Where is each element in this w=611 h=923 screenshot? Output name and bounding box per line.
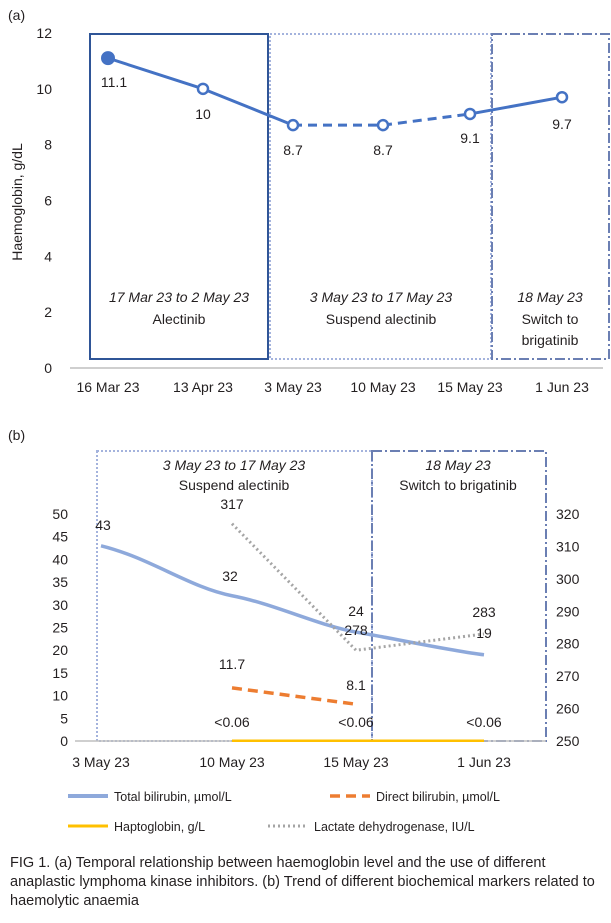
y2-tick-label: 320 xyxy=(556,506,580,522)
x-tick-label: 13 Apr 23 xyxy=(173,379,233,395)
y-tick-label: 8 xyxy=(44,137,52,153)
total-bilirubin-data-label: 19 xyxy=(476,625,492,641)
y-tick-label: 50 xyxy=(52,506,68,522)
y-tick-label: 35 xyxy=(52,574,68,590)
phase-box-alectinib xyxy=(89,33,269,360)
haemoglobin-point xyxy=(463,107,477,121)
haemoglobin-point xyxy=(196,82,210,96)
x-tick-label: 16 Mar 23 xyxy=(76,379,139,395)
y-tick-label: 45 xyxy=(52,529,68,545)
y2-tick-label: 290 xyxy=(556,603,580,619)
y-tick-label: 10 xyxy=(36,81,52,97)
haemoglobin-point xyxy=(376,118,390,132)
panel-b-tick-labels: 0 5 10 15 20 25 30 35 40 45 50 250 260 270 280 290 300 31… xyxy=(52,506,579,770)
panel-a-label: (a) xyxy=(8,7,25,23)
phase-dates-brigatinib: 18 May 23 xyxy=(517,289,583,305)
phase-dates-suspend: 3 May 23 to 17 May 23 xyxy=(310,289,453,305)
y-tick-label: 5 xyxy=(60,710,68,726)
haemoglobin-data-label: 11.1 xyxy=(101,74,127,90)
phase-dates-alectinib: 17 Mar 23 to 2 May 23 xyxy=(109,289,249,305)
y2-tick-label: 280 xyxy=(556,636,580,652)
phase-label-suspend: Suspend alectinib xyxy=(179,477,290,493)
legend-haptoglobin-label: Haptoglobin, g/L xyxy=(114,820,205,834)
y-tick-label: 30 xyxy=(52,597,68,613)
lactate-dehydrogenase-data-label: 283 xyxy=(472,604,496,620)
total-bilirubin-data-label: 24 xyxy=(348,603,364,619)
panel-a-haemoglobin-series: 11.1 10 8.7 8.7 9.1 9.7 xyxy=(101,51,572,158)
total-bilirubin-line xyxy=(100,544,485,657)
lactate-dehydrogenase-data-label: 317 xyxy=(220,496,244,512)
x-tick-label: 1 Jun 23 xyxy=(457,754,511,770)
haemoglobin-data-label: 9.1 xyxy=(460,130,480,146)
y2-tick-label: 300 xyxy=(556,571,580,587)
haptoglobin-data-label: <0.06 xyxy=(338,714,374,730)
haemoglobin-data-label: 8.7 xyxy=(373,142,393,158)
phase-dates-brigatinib: 18 May 23 xyxy=(425,457,491,473)
haemoglobin-point-filled xyxy=(101,51,115,66)
phase-label-brigatinib-line2: brigatinib xyxy=(522,332,579,348)
haemoglobin-data-label: 9.7 xyxy=(552,116,572,132)
y-tick-label: 0 xyxy=(44,360,52,376)
panel-b-legend: Total bilirubin, µmol/L Direct bilirubin,… xyxy=(68,790,500,834)
haemoglobin-segment xyxy=(107,56,204,91)
x-tick-label: 15 May 23 xyxy=(323,754,389,770)
x-tick-label: 15 May 23 xyxy=(437,379,503,395)
haemoglobin-segment-dashed xyxy=(382,112,471,127)
haptoglobin-data-label: <0.06 xyxy=(214,714,250,730)
y2-tick-label: 310 xyxy=(556,538,580,554)
y2-tick-label: 250 xyxy=(556,733,580,749)
haemoglobin-point xyxy=(286,118,300,132)
y-tick-label: 12 xyxy=(36,25,52,41)
haemoglobin-data-label: 8.7 xyxy=(283,142,303,158)
panel-b-label: (b) xyxy=(8,427,25,443)
x-tick-label: 10 May 23 xyxy=(350,379,416,395)
x-tick-label: 3 May 23 xyxy=(264,379,322,395)
panel-a-phase-boxes: 17 Mar 23 to 2 May 23 Alectinib 3 May 23 t… xyxy=(89,33,610,360)
y-tick-label: 15 xyxy=(52,665,68,681)
haemoglobin-data-label: 10 xyxy=(195,106,211,122)
y2-tick-label: 260 xyxy=(556,701,580,717)
legend-total-bilirubin-label: Total bilirubin, µmol/L xyxy=(114,790,232,804)
phase-box-brigatinib xyxy=(371,450,547,742)
figure-caption: FIG 1. (a) Temporal relationship between… xyxy=(10,855,595,909)
phase-label-brigatinib: Switch to xyxy=(522,311,579,327)
direct-bilirubin-line xyxy=(231,686,357,706)
panel-b-series: 43 32 24 19 11.7 8.1 <0.06 <0.06 <0.06 317 278 283 xyxy=(95,496,502,742)
phase-label-alectinib: Alectinib xyxy=(153,311,206,327)
y2-tick-label: 270 xyxy=(556,668,580,684)
x-tick-label: 10 May 23 xyxy=(199,754,265,770)
y-tick-label: 6 xyxy=(44,193,52,209)
y-tick-label: 25 xyxy=(52,620,68,636)
direct-bilirubin-data-label: 8.1 xyxy=(346,677,366,693)
haemoglobin-segment xyxy=(202,87,294,127)
legend-lactate-dehydrogenase-label: Lactate dehydrogenase, IU/L xyxy=(314,820,475,834)
y-tick-label: 40 xyxy=(52,551,68,567)
x-tick-label: 3 May 23 xyxy=(72,754,130,770)
panel-a-tick-labels: 0 2 4 6 8 10 12 16 Mar 23 13 Apr 23 3 May 23 10 Ma… xyxy=(36,25,589,395)
phase-dates-suspend: 3 May 23 to 17 May 23 xyxy=(163,457,306,473)
panel-b-phase-boxes: 3 May 23 to 17 May 23 Suspend alectinib 18… xyxy=(96,450,547,742)
total-bilirubin-data-label: 43 xyxy=(95,517,111,533)
y-tick-label: 10 xyxy=(52,688,68,704)
phase-box-suspend-alectinib xyxy=(269,33,492,360)
phase-box-brigatinib xyxy=(491,33,610,360)
haemoglobin-point xyxy=(555,90,569,104)
y-tick-label: 4 xyxy=(44,248,52,264)
y-tick-label: 2 xyxy=(44,304,52,320)
direct-bilirubin-data-label: 11.7 xyxy=(219,656,245,672)
y-tick-label: 20 xyxy=(52,642,68,658)
lactate-dehydrogenase-data-label: 278 xyxy=(344,622,368,638)
legend-direct-bilirubin-label: Direct bilirubin, µmol/L xyxy=(376,790,500,804)
phase-label-suspend: Suspend alectinib xyxy=(326,311,437,327)
haptoglobin-data-label: <0.06 xyxy=(466,714,502,730)
haemoglobin-segment xyxy=(469,95,563,116)
x-tick-label: 1 Jun 23 xyxy=(535,379,589,395)
phase-label-brigatinib: Switch to brigatinib xyxy=(399,477,517,493)
total-bilirubin-data-label: 32 xyxy=(222,568,238,584)
y-tick-label: 0 xyxy=(60,733,68,749)
panel-a-y-axis-label: Haemoglobin, g/dL xyxy=(9,143,25,261)
